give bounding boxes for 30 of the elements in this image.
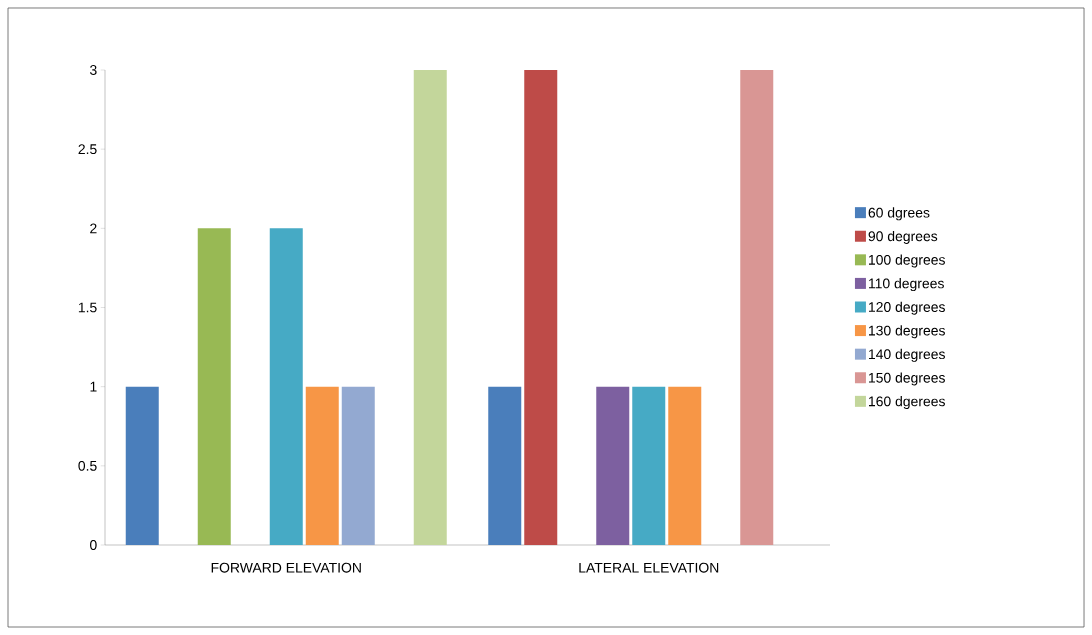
y-tick-label: 3 — [90, 65, 97, 75]
y-tick-label: 0 — [90, 540, 97, 550]
bar — [488, 386, 522, 545]
bar — [413, 70, 447, 545]
y-tick-label: 2 — [90, 223, 97, 234]
bar — [197, 228, 231, 545]
bar — [668, 386, 702, 545]
legend-label: 150 degrees — [869, 372, 945, 386]
legend-label: 60 dgrees — [868, 207, 930, 221]
x-tick-label: LATERAL ELEVATION — [579, 562, 719, 573]
bar — [269, 228, 303, 545]
y-tick-label: 2.5 — [78, 144, 97, 155]
y-tick-label: 1 — [90, 381, 97, 392]
y-tick-label: 0.5 — [78, 460, 97, 471]
legend-label: 110 degrees — [869, 278, 944, 292]
legend-label: 160 dgerees — [869, 396, 945, 410]
legend-label: 90 degrees — [868, 230, 938, 244]
bar — [632, 386, 666, 545]
bar — [341, 386, 375, 545]
y-tick-label: 1.5 — [78, 302, 97, 313]
bar — [524, 70, 558, 545]
legend-label: 140 degrees — [869, 348, 945, 362]
legend-label: 130 degrees — [869, 325, 945, 339]
x-tick-label: FORWARD ELEVATION — [211, 562, 361, 573]
bar — [740, 70, 774, 545]
bar — [305, 386, 339, 545]
bar — [125, 386, 159, 545]
legend-label: 120 degrees — [869, 301, 945, 315]
bar — [596, 386, 630, 545]
legend-label: 100 degrees — [869, 254, 945, 268]
